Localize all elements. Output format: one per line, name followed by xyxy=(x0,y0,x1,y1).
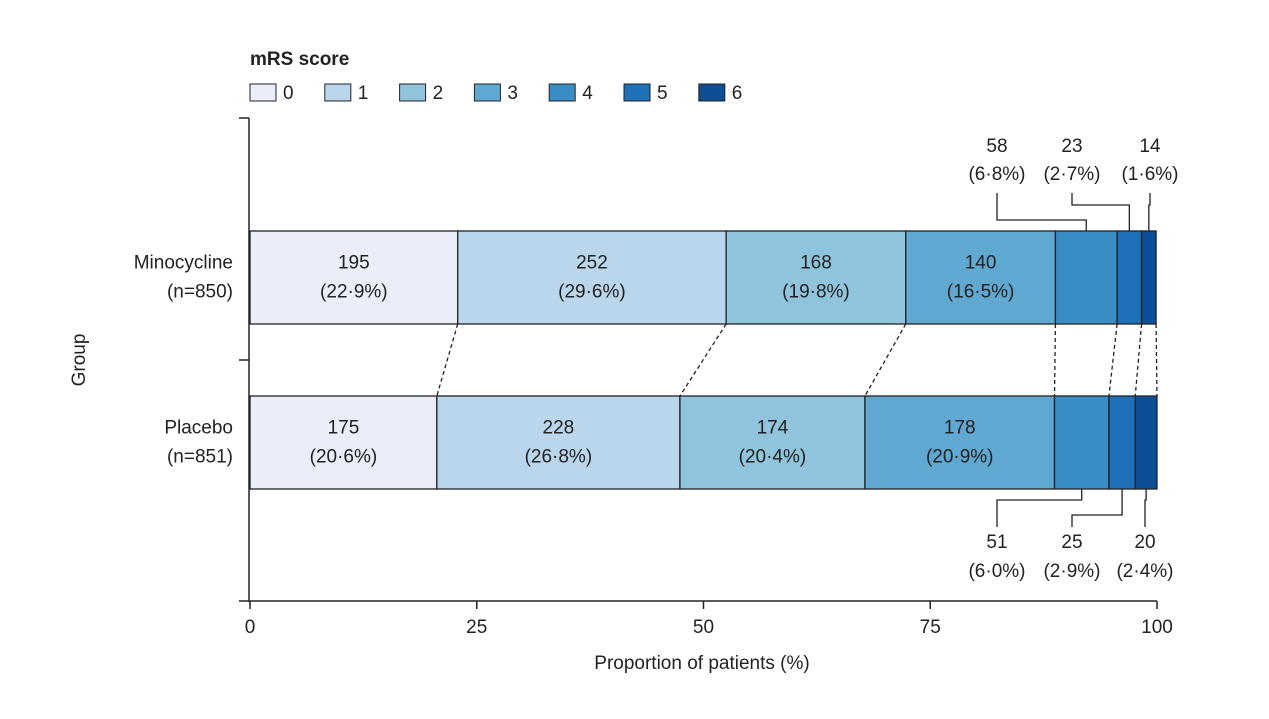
value-label: (20·9%) xyxy=(926,447,994,468)
value-label: (26·8%) xyxy=(525,447,593,468)
value-label: (1·6%) xyxy=(1121,164,1178,185)
category-label: Minocycline xyxy=(134,253,233,274)
value-label: (20·6%) xyxy=(310,447,378,468)
bar-segment xyxy=(1054,230,1118,325)
legend-label: 0 xyxy=(283,83,294,104)
legend-swatch xyxy=(698,83,726,102)
bar-segment xyxy=(725,230,907,325)
count-label: 175 xyxy=(328,418,360,439)
x-tick-label: 50 xyxy=(693,617,714,638)
x-tick-label: 25 xyxy=(466,617,487,638)
bar-segment xyxy=(1116,230,1143,325)
category-label: Placebo xyxy=(164,418,233,439)
value-label: (19·8%) xyxy=(782,282,850,303)
leader-line xyxy=(1148,193,1151,231)
group-size: (n=850) xyxy=(167,282,233,303)
value-label: (6·8%) xyxy=(968,164,1025,185)
count-label: 14 xyxy=(1139,136,1161,157)
bar-segment xyxy=(1053,395,1110,490)
count-label: 195 xyxy=(338,253,370,274)
leader-line xyxy=(1071,193,1130,231)
count-label: 168 xyxy=(800,253,832,274)
connector xyxy=(1134,323,1143,397)
count-label: 51 xyxy=(986,532,1007,553)
count-label: 23 xyxy=(1061,136,1082,157)
legend-label: 5 xyxy=(657,83,668,104)
count-label: 58 xyxy=(986,136,1007,157)
value-label: (29·6%) xyxy=(558,282,626,303)
bar-segment xyxy=(436,395,681,490)
bar-segment xyxy=(864,395,1056,490)
value-label: (2·4%) xyxy=(1116,561,1173,582)
count-label: 178 xyxy=(944,418,976,439)
count-label: 20 xyxy=(1134,532,1155,553)
leader-line xyxy=(1071,489,1123,527)
x-tick-label: 75 xyxy=(920,617,941,638)
value-label: (22·9%) xyxy=(320,282,388,303)
connector xyxy=(864,323,907,397)
value-label: (2·7%) xyxy=(1043,164,1100,185)
value-label: (16·5%) xyxy=(947,282,1015,303)
count-label: 252 xyxy=(576,253,608,274)
bar-segment xyxy=(1134,395,1158,490)
value-label: (20·4%) xyxy=(739,447,807,468)
count-label: 140 xyxy=(965,253,997,274)
legend-label: 3 xyxy=(507,83,518,104)
count-label: 174 xyxy=(757,418,789,439)
legend-swatch xyxy=(473,83,501,102)
bar-segment xyxy=(249,230,459,325)
legend-label: 2 xyxy=(433,83,444,104)
legend-label: 1 xyxy=(358,83,369,104)
bar-segment xyxy=(1140,230,1157,325)
x-tick-label: 0 xyxy=(245,617,256,638)
legend-swatch xyxy=(399,83,427,102)
y-axis-label: Group xyxy=(69,334,90,387)
value-label: (6·0%) xyxy=(968,561,1025,582)
bar-segment xyxy=(679,395,866,490)
connector xyxy=(1053,323,1057,397)
group-size: (n=851) xyxy=(167,447,233,468)
x-tick-label: 100 xyxy=(1141,617,1173,638)
leader-line xyxy=(996,489,1083,527)
legend-swatch xyxy=(324,83,352,102)
leader-line xyxy=(1144,489,1147,527)
legend-label: 6 xyxy=(732,83,743,104)
x-axis-label: Proportion of patients (%) xyxy=(594,653,809,674)
legend-label: 4 xyxy=(582,83,593,104)
value-label: (2·9%) xyxy=(1043,561,1100,582)
connector xyxy=(1155,323,1158,397)
connector xyxy=(436,323,459,397)
bar-segment xyxy=(905,230,1057,325)
count-label: 228 xyxy=(543,418,575,439)
bar-segment xyxy=(1108,395,1136,490)
legend-title: mRS score xyxy=(250,49,349,70)
legend-swatch xyxy=(623,83,651,102)
leader-line xyxy=(996,193,1087,231)
connector xyxy=(679,323,727,397)
legend-swatch xyxy=(249,83,277,102)
bar-segment xyxy=(457,230,727,325)
count-label: 25 xyxy=(1061,532,1082,553)
connector xyxy=(1108,323,1118,397)
legend-swatch xyxy=(548,83,576,102)
bar-segment xyxy=(249,395,438,490)
